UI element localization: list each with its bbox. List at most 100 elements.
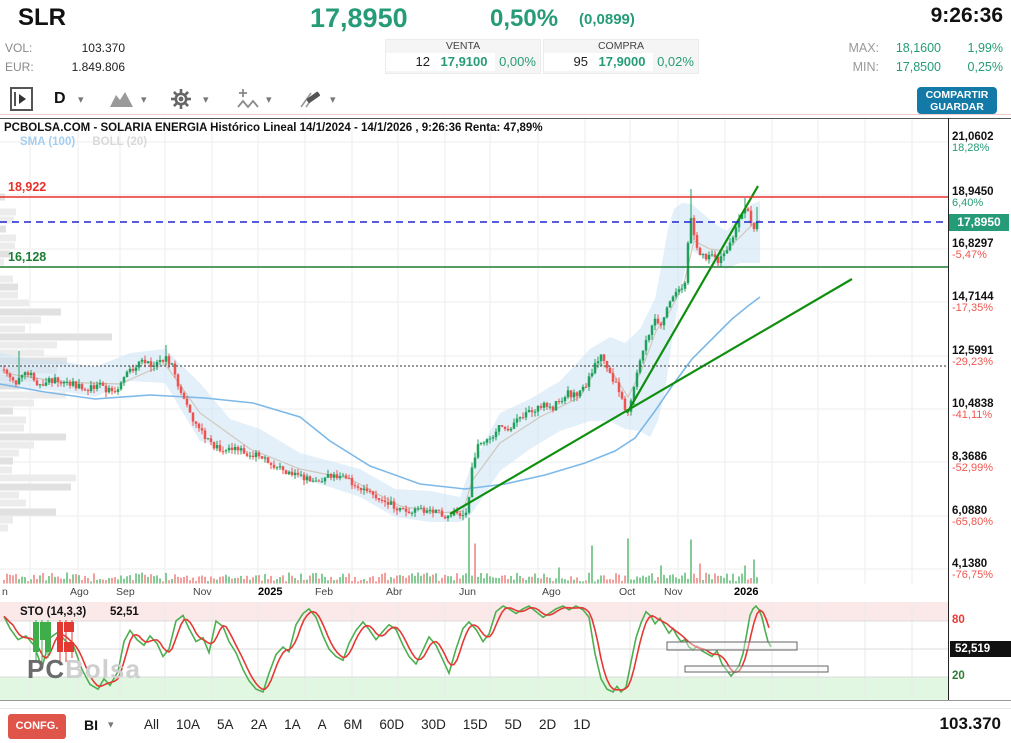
pcbolsa-logo-icon xyxy=(33,620,74,662)
x-axis-label: Sep xyxy=(116,586,135,598)
share-label: COMPARTIR xyxy=(925,88,989,101)
chart-toolbar: D ▾ ▾ ▾ xyxy=(0,86,1011,115)
indicator-interval-button[interactable]: BI xyxy=(84,717,98,733)
max-percent: 1,99% xyxy=(967,41,1003,55)
bid-percent: 0,02% xyxy=(657,54,694,69)
sto-k-line xyxy=(3,604,772,694)
boll-mid-line xyxy=(3,219,761,514)
y-axis-label: 18,9450 6,40% xyxy=(952,186,994,209)
time-axis: n Ago Sep Nov 2025 Feb Abr Jun Ago Oct Nov 2026 xyxy=(0,583,1011,602)
add-indicator-button[interactable] xyxy=(236,86,260,112)
range-button-1a[interactable]: 1A xyxy=(284,717,301,732)
max-row: MAX: 18,1600 1,99% xyxy=(848,41,1003,55)
min-label: MIN: xyxy=(852,60,879,74)
range-button-60d[interactable]: 60D xyxy=(379,717,405,732)
sma-legend-label[interactable]: SMA (100) xyxy=(20,136,76,148)
max-label: MAX: xyxy=(848,41,879,55)
last-price: 17,8950 xyxy=(310,3,408,33)
range-button-2a[interactable]: 2A xyxy=(250,717,268,732)
x-axis-label: Ago xyxy=(542,586,561,598)
selection-box[interactable] xyxy=(666,641,798,651)
watermark-light: Bolsa xyxy=(65,654,141,684)
x-axis-label: 2026 xyxy=(734,586,759,598)
x-axis-label: n xyxy=(2,586,8,598)
settings-caret-icon[interactable]: ▾ xyxy=(203,93,209,106)
x-axis-label: Ago xyxy=(70,586,89,598)
range-button-5d[interactable]: 5D xyxy=(504,717,522,732)
draw-tools-button[interactable] xyxy=(298,86,322,112)
area-chart-icon xyxy=(110,92,133,107)
volume-bars xyxy=(3,517,758,584)
chart-title: PCBOLSA.COM - SOLARIA ENERGIA Histórico … xyxy=(4,122,543,134)
chart-type-caret-icon[interactable]: ▾ xyxy=(141,93,147,106)
sto-indicator-label: STO (14,3,3) xyxy=(20,606,87,618)
max-value: 18,1600 xyxy=(895,41,941,55)
bid-header: COMPRA xyxy=(597,40,645,52)
boll-legend-label[interactable]: BOLL (20) xyxy=(92,136,148,148)
min-value: 17,8500 xyxy=(895,60,941,74)
range-button-a[interactable]: A xyxy=(317,717,327,732)
trendline xyxy=(449,278,853,515)
stochastic-panel: STO (14,3,3) 52,51 80 52,519 20 PCBolsa xyxy=(0,602,1011,701)
add-indicator-icon xyxy=(237,89,259,109)
y-axis-label: 21,0602 18,28% xyxy=(952,131,994,154)
range-button-5a[interactable]: 5A xyxy=(217,717,234,732)
range-button-1d[interactable]: 1D xyxy=(573,717,591,732)
y-axis-label: 12,5991 -29,23% xyxy=(952,345,994,368)
bid-price: 17,9000 xyxy=(591,53,653,71)
ask-panel: VENTA 12 17,9100 0,00% xyxy=(385,39,541,74)
config-button[interactable]: CONFG. xyxy=(8,714,66,739)
x-axis-label: Abr xyxy=(386,586,403,598)
main-chart-svg[interactable] xyxy=(0,119,1011,584)
candles-layer xyxy=(2,189,759,522)
draw-tools-caret-icon[interactable]: ▾ xyxy=(330,93,336,106)
settings-button[interactable] xyxy=(170,86,192,112)
volume-row: VOL: 103.370 xyxy=(5,41,125,55)
y-axis-label: 16,8297 -5,47% xyxy=(952,238,994,261)
ask-header: VENTA xyxy=(445,40,481,52)
stochastic-svg[interactable] xyxy=(0,602,1011,700)
current-price-badge: 17,8950 xyxy=(949,214,1009,231)
ask-size: 12 xyxy=(386,53,433,71)
indicator-interval-caret-icon[interactable]: ▾ xyxy=(108,719,114,731)
change-percent: 0,50% xyxy=(490,5,559,32)
panel-toggle-button[interactable] xyxy=(10,86,33,112)
y-axis-label: 10,4838 -41,11% xyxy=(952,398,994,421)
panel-toggle-icon xyxy=(10,87,33,111)
change-absolute: (0,0899) xyxy=(579,11,635,28)
range-button-2d[interactable]: 2D xyxy=(538,717,557,732)
main-chart-panel: PCBOLSA.COM - SOLARIA ENERGIA Histórico … xyxy=(0,118,1011,584)
watermark-bold: PC xyxy=(27,654,66,684)
session-time: 9:26:36 xyxy=(930,4,1003,27)
eur-label: EUR: xyxy=(5,60,34,74)
x-axis-label: Nov xyxy=(664,586,683,598)
range-button-6m[interactable]: 6M xyxy=(343,717,363,732)
y-axis-label: 6,0880 -65,80% xyxy=(952,505,993,528)
gear-icon xyxy=(171,89,191,109)
range-button-10a[interactable]: 10A xyxy=(176,717,201,732)
price-axis-line xyxy=(948,118,949,700)
add-indicator-caret-icon[interactable]: ▾ xyxy=(266,93,272,106)
chart-type-button[interactable] xyxy=(110,86,134,112)
bid-size: 95 xyxy=(544,53,591,71)
interval-caret-icon[interactable]: ▾ xyxy=(78,93,84,106)
volume-label: VOL: xyxy=(5,41,33,55)
chart-legend: SMA (100) BOLL (20) xyxy=(20,136,147,148)
x-axis-label: 2025 xyxy=(258,586,283,598)
y-axis-label: 14,7144 -17,35% xyxy=(952,291,994,314)
pcbolsa-watermark: PCBolsa xyxy=(27,654,141,685)
min-percent: 0,25% xyxy=(967,60,1003,74)
volume-value: 103.370 xyxy=(81,41,125,55)
interval-button[interactable]: D xyxy=(54,90,66,107)
share-save-button[interactable]: COMPARTIR GUARDAR xyxy=(917,87,997,114)
bottom-volume-value: 103.370 xyxy=(939,714,1001,733)
range-button-30d[interactable]: 30D xyxy=(421,717,446,732)
range-button-15d[interactable]: 15D xyxy=(462,717,488,732)
x-axis-label: Nov xyxy=(193,586,212,598)
range-button-all[interactable]: All xyxy=(144,717,160,732)
draw-tools-icon xyxy=(300,91,321,108)
eur-row: EUR: 1.849.806 xyxy=(5,60,125,74)
selection-box[interactable] xyxy=(684,665,829,673)
resistance-level-label: 18,922 xyxy=(8,180,47,194)
